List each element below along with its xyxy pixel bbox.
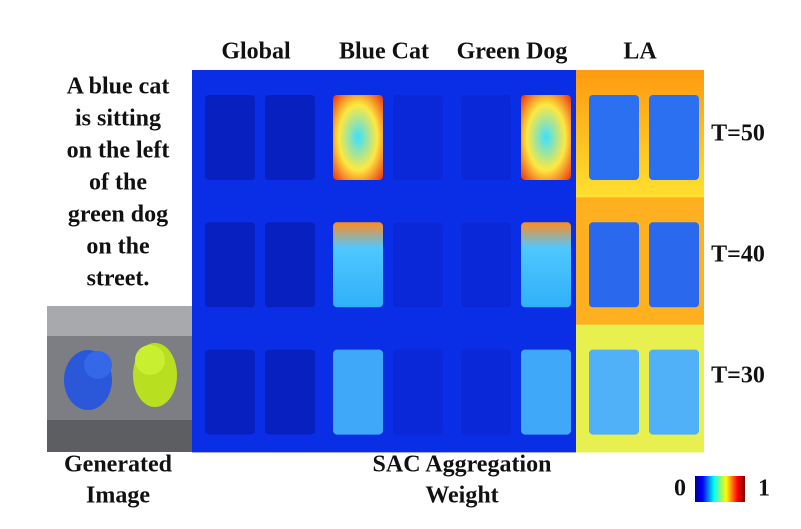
object-region (333, 95, 383, 180)
object-region (461, 349, 511, 435)
object-region (521, 222, 571, 308)
column-header: Blue Cat (339, 39, 429, 65)
object-region (393, 349, 443, 435)
prompt-line: A blue cat (67, 74, 170, 100)
prompt-line: is sitting (75, 106, 161, 132)
object-region (589, 222, 639, 308)
object-region (393, 95, 443, 180)
generated-image (47, 306, 192, 452)
object-region (205, 349, 255, 435)
object-region (265, 349, 315, 435)
colorbar-max: 1 (758, 476, 770, 502)
object-region (649, 95, 699, 180)
prompt-line: street. (87, 266, 150, 292)
prompt-line: of the (89, 170, 147, 196)
object-region (589, 349, 639, 435)
prompt-line: green dog (68, 202, 168, 228)
column-header: Global (221, 39, 291, 65)
object-region (333, 349, 383, 435)
object-region (265, 95, 315, 180)
row-label: T=40 (711, 242, 765, 268)
row-label: T=30 (711, 363, 765, 389)
object-region (461, 222, 511, 308)
object-region (205, 95, 255, 180)
column-header: Green Dog (457, 39, 568, 65)
row-label: T=50 (711, 121, 765, 147)
prompt-line: on the left (67, 138, 170, 164)
object-region (649, 349, 699, 435)
figure-caption: SAC Aggregation (373, 452, 552, 478)
colorbar (695, 476, 745, 502)
object-region (649, 222, 699, 308)
image-caption: Image (86, 483, 150, 509)
column-header: LA (623, 39, 657, 65)
figure-caption: Weight (425, 483, 498, 509)
object-region (333, 222, 383, 308)
object-region (265, 222, 315, 308)
prompt-line: on the (86, 234, 150, 260)
object-region (205, 222, 255, 308)
image-caption: Generated (64, 452, 173, 478)
object-region (461, 95, 511, 180)
object-region (589, 95, 639, 180)
object-region (521, 349, 571, 435)
object-region (521, 95, 571, 180)
object-region (393, 222, 443, 308)
colorbar-min: 0 (674, 476, 686, 502)
heatmap-grid (192, 70, 704, 453)
